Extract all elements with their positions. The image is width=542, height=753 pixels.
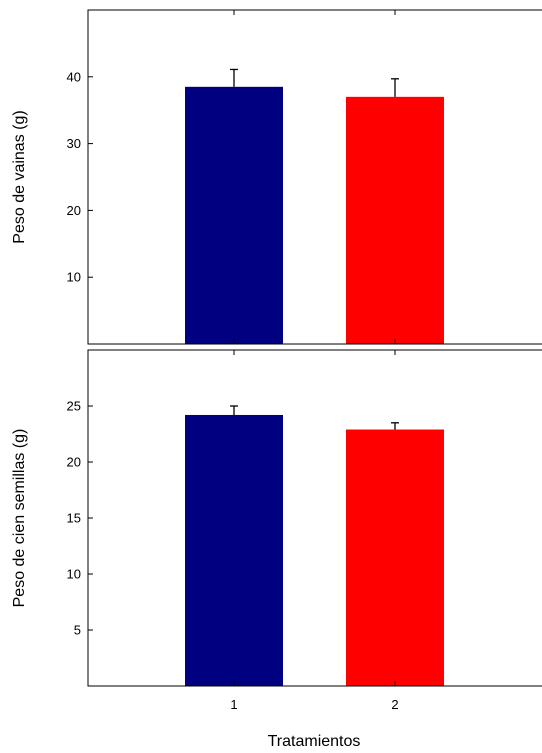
y-axis-title: Peso de vainas (g) <box>11 110 28 243</box>
y-tick-label: 10 <box>67 567 81 582</box>
y-tick-label: 20 <box>67 203 81 218</box>
plot-frame <box>87 349 542 687</box>
y-tick-label: 5 <box>74 623 81 638</box>
bar-1 <box>185 86 283 344</box>
y-tick-label: 10 <box>67 270 81 285</box>
x-tick-label: 2 <box>391 697 398 712</box>
bar-1 <box>185 414 283 686</box>
x-tick-label: 1 <box>230 697 237 712</box>
bar-2 <box>346 429 444 686</box>
y-tick-label: 40 <box>67 69 81 84</box>
y-tick-label: 25 <box>67 399 81 414</box>
y-tick-label: 15 <box>67 511 81 526</box>
y-axis-title: Peso de cien semillas (g) <box>11 429 28 608</box>
plot-frame <box>87 9 542 345</box>
panel-pod-weight: 10 20 30 40 Peso de vainas (g) <box>11 9 542 345</box>
x-axis-title: Tratamientos <box>268 733 361 748</box>
panel-seed-weight: 5 10 15 20 25 1 2 Peso de cien semillas (g) <box>11 349 542 712</box>
y-tick-label: 30 <box>67 136 81 151</box>
y-tick-label: 20 <box>67 455 81 470</box>
bar-2 <box>346 96 444 344</box>
